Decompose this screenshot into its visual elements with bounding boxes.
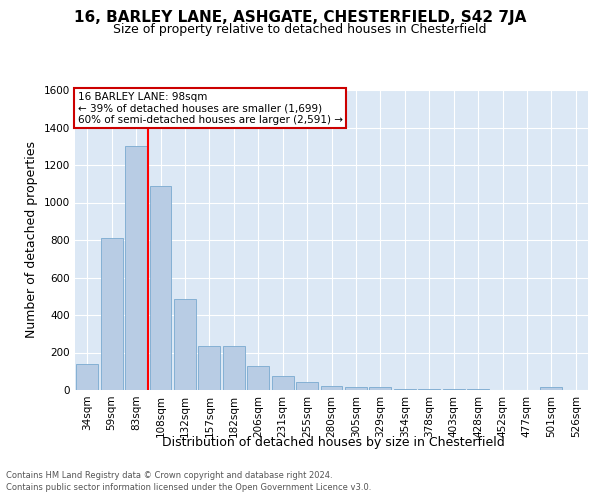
Text: Contains public sector information licensed under the Open Government Licence v3: Contains public sector information licen… bbox=[6, 483, 371, 492]
Text: Contains HM Land Registry data © Crown copyright and database right 2024.: Contains HM Land Registry data © Crown c… bbox=[6, 472, 332, 480]
Bar bbox=[345, 387, 367, 390]
Bar bbox=[247, 366, 269, 390]
Bar bbox=[272, 376, 293, 390]
Bar bbox=[223, 346, 245, 390]
Bar bbox=[296, 382, 318, 390]
Bar bbox=[418, 389, 440, 390]
Bar bbox=[467, 389, 489, 390]
Text: Distribution of detached houses by size in Chesterfield: Distribution of detached houses by size … bbox=[161, 436, 505, 449]
Bar bbox=[174, 299, 196, 390]
Y-axis label: Number of detached properties: Number of detached properties bbox=[25, 142, 38, 338]
Bar bbox=[443, 389, 464, 390]
Text: Size of property relative to detached houses in Chesterfield: Size of property relative to detached ho… bbox=[113, 24, 487, 36]
Bar bbox=[101, 238, 122, 390]
Bar bbox=[370, 387, 391, 390]
Bar bbox=[125, 146, 147, 390]
Bar bbox=[149, 186, 172, 390]
Bar bbox=[320, 386, 343, 390]
Text: 16, BARLEY LANE, ASHGATE, CHESTERFIELD, S42 7JA: 16, BARLEY LANE, ASHGATE, CHESTERFIELD, … bbox=[74, 10, 526, 25]
Bar bbox=[541, 387, 562, 390]
Bar bbox=[199, 346, 220, 390]
Bar bbox=[394, 389, 416, 390]
Bar bbox=[76, 364, 98, 390]
Text: 16 BARLEY LANE: 98sqm
← 39% of detached houses are smaller (1,699)
60% of semi-d: 16 BARLEY LANE: 98sqm ← 39% of detached … bbox=[77, 92, 343, 124]
